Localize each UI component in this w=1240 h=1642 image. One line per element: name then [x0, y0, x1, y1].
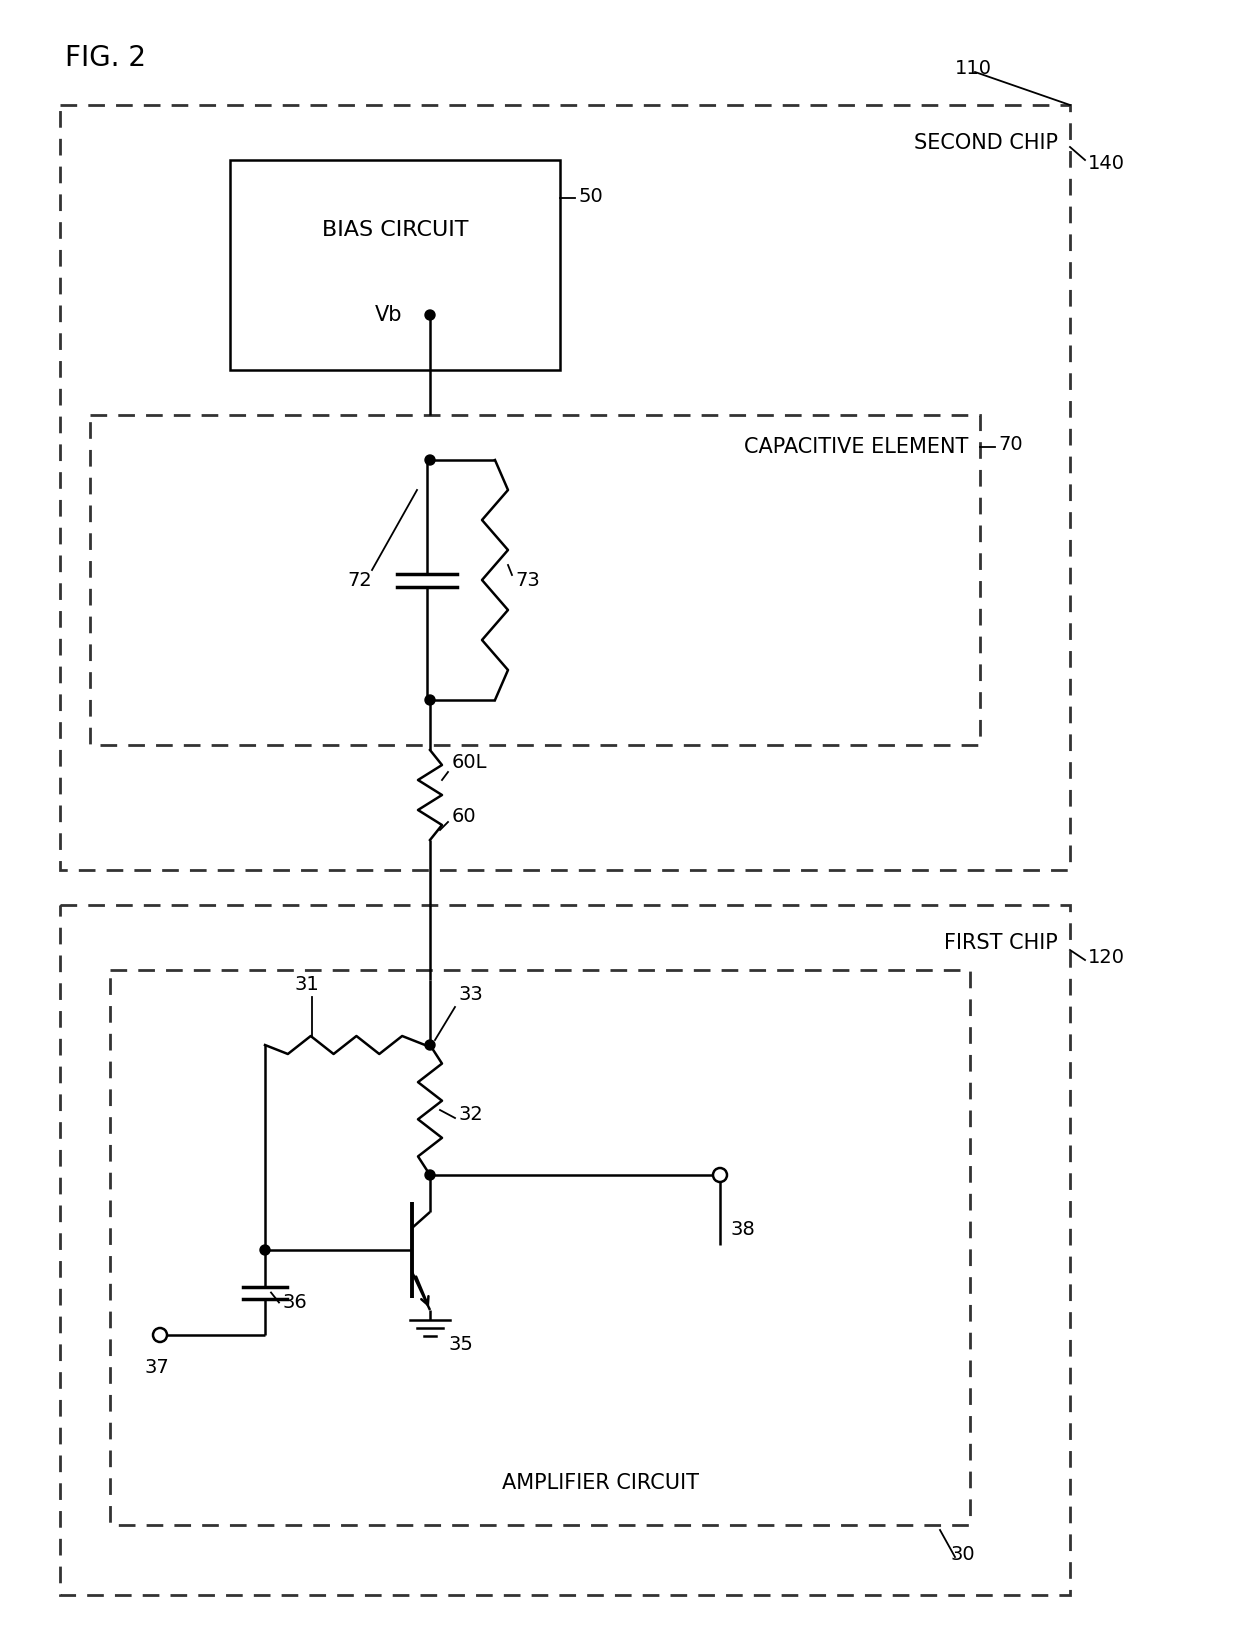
Text: 30: 30: [950, 1545, 975, 1563]
Text: 36: 36: [283, 1292, 308, 1312]
Text: 60: 60: [453, 806, 476, 826]
Text: 72: 72: [347, 570, 372, 589]
Bar: [229, 159, 560, 369]
Text: 50: 50: [578, 187, 603, 205]
Circle shape: [153, 1328, 167, 1342]
Text: 35: 35: [448, 1335, 472, 1355]
Text: 120: 120: [1087, 947, 1125, 967]
Circle shape: [425, 1171, 435, 1181]
Circle shape: [425, 310, 435, 320]
Text: 38: 38: [730, 1220, 755, 1240]
Text: BIAS CIRCUIT: BIAS CIRCUIT: [321, 220, 469, 240]
Text: 110: 110: [955, 59, 992, 77]
Bar: [91, 415, 980, 745]
Bar: [60, 905, 1070, 1594]
Circle shape: [713, 1167, 727, 1182]
Bar: [60, 105, 1070, 870]
Text: Vb: Vb: [374, 305, 403, 325]
Text: SECOND CHIP: SECOND CHIP: [914, 133, 1058, 153]
Text: 32: 32: [458, 1105, 482, 1125]
Text: 37: 37: [145, 1358, 170, 1378]
Text: 140: 140: [1087, 153, 1125, 172]
Circle shape: [260, 1245, 270, 1254]
Circle shape: [425, 1039, 435, 1049]
Text: FIG. 2: FIG. 2: [64, 44, 146, 72]
Text: 73: 73: [515, 570, 539, 589]
Circle shape: [425, 455, 435, 465]
Text: 70: 70: [998, 435, 1023, 453]
Text: AMPLIFIER CIRCUIT: AMPLIFIER CIRCUIT: [501, 1473, 698, 1493]
Text: 33: 33: [458, 985, 482, 1003]
Text: 31: 31: [295, 975, 320, 993]
Text: CAPACITIVE ELEMENT: CAPACITIVE ELEMENT: [744, 437, 968, 456]
Bar: [110, 970, 970, 1525]
Text: 60L: 60L: [453, 754, 487, 772]
Circle shape: [425, 695, 435, 704]
Text: FIRST CHIP: FIRST CHIP: [944, 933, 1058, 952]
